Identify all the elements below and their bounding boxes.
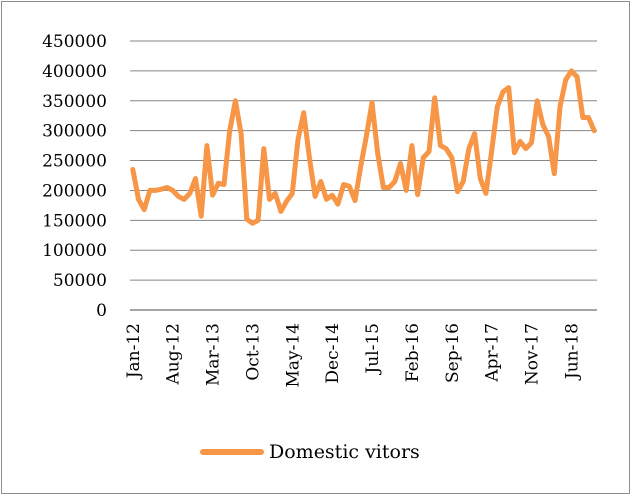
x-tick-label: Sep-16 [443, 323, 463, 383]
x-tick-label: Oct-13 [243, 323, 263, 381]
y-tick-label: 350000 [42, 92, 107, 112]
x-tick-label: May-14 [283, 323, 303, 388]
x-axis-tick-labels: Jan-12 Aug-12 Mar-13 Oct-13 May-14 Dec-14 Jul-… [124, 323, 583, 388]
x-tick-label: Nov-17 [523, 323, 543, 385]
y-tick-label: 0 [96, 301, 107, 321]
x-tick-label: Feb-16 [403, 323, 423, 382]
x-tick-label: Aug-12 [164, 323, 184, 385]
gridlines [130, 40, 597, 311]
legend: Domestic vitors [200, 441, 420, 463]
y-tick-label: 150000 [42, 211, 107, 231]
legend-label-domestic-visitors: Domestic vitors [269, 441, 420, 463]
y-tick-label: 400000 [42, 62, 107, 82]
y-tick-label: 250000 [42, 152, 107, 172]
y-tick-label: 300000 [42, 122, 107, 142]
x-tick-label: Jul-15 [363, 323, 383, 376]
y-tick-label: 200000 [42, 181, 107, 201]
x-tick-label: Jun-18 [562, 323, 582, 381]
x-tick-label: Mar-13 [204, 323, 224, 386]
plot-series [130, 68, 597, 226]
series-line-domestic-visitors [130, 68, 597, 226]
x-tick-label: Apr-17 [483, 323, 503, 383]
y-axis-tick-labels: 0 50000 100000 150000 200000 250000 300000 3500… [42, 32, 107, 321]
x-tick-label: Dec-14 [323, 323, 343, 384]
y-tick-label: 50000 [53, 271, 107, 291]
y-tick-label: 100000 [42, 241, 107, 261]
x-tick-label: Jan-12 [124, 323, 144, 380]
y-tick-label: 450000 [42, 32, 107, 52]
